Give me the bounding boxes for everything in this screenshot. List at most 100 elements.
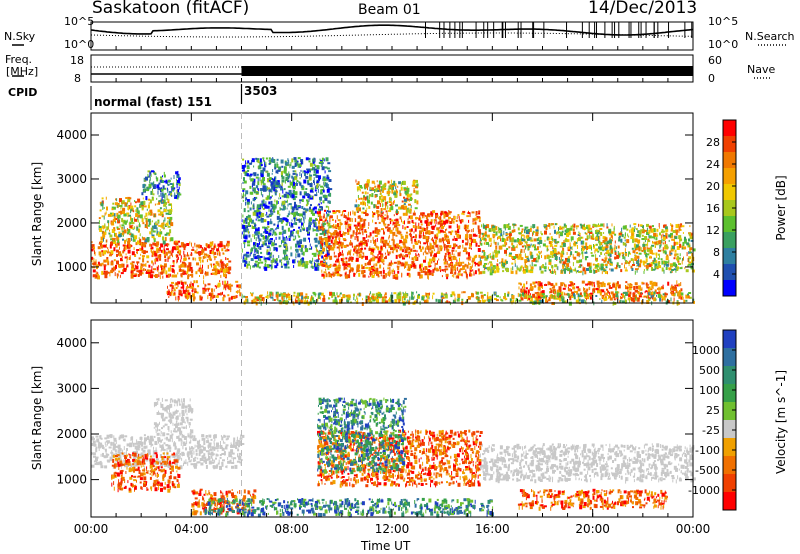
power-cell — [395, 249, 398, 253]
power-cell — [606, 288, 608, 291]
power-cell — [111, 237, 115, 240]
power-cell — [502, 234, 504, 239]
power-cell — [639, 260, 642, 263]
power-cell — [523, 283, 526, 288]
power-cell — [178, 249, 181, 254]
power-cell — [362, 230, 364, 234]
power-cell — [413, 231, 415, 234]
power-cell — [167, 243, 170, 246]
power-cell — [266, 211, 268, 215]
power-cell — [405, 192, 408, 196]
power-cell — [462, 265, 466, 269]
power-cell — [252, 181, 256, 186]
power-cell — [432, 254, 434, 259]
power-cell — [458, 274, 460, 279]
power-cell — [147, 204, 150, 209]
power-cell — [167, 181, 169, 185]
power-cell — [588, 293, 591, 295]
power-cell — [484, 238, 487, 242]
power-cell — [580, 224, 584, 229]
power-cell — [652, 268, 656, 271]
power-cell — [332, 233, 334, 236]
power-cell — [369, 270, 373, 275]
power-cell — [604, 253, 605, 256]
power-cell — [556, 231, 558, 235]
power-cell — [119, 246, 120, 250]
power-cell — [305, 188, 308, 190]
power-cell — [628, 264, 630, 267]
power-cell — [348, 223, 352, 226]
power-cell — [367, 192, 369, 195]
power-cell — [309, 183, 313, 187]
power-cell — [386, 212, 388, 217]
power-cell — [161, 266, 162, 271]
power-cell — [169, 292, 172, 297]
power-cell — [177, 189, 180, 193]
power-cell — [193, 287, 195, 291]
power-cell — [160, 243, 164, 248]
power-cell — [469, 269, 472, 272]
power-cell — [363, 220, 366, 225]
power-cell — [403, 238, 407, 243]
power-cell — [138, 214, 142, 218]
power-cell — [339, 274, 343, 277]
power-cell — [255, 242, 257, 246]
power-cell — [420, 270, 423, 273]
power-cell — [254, 249, 256, 254]
power-cell — [458, 261, 462, 266]
power-cell — [663, 264, 665, 268]
power-cell — [316, 165, 319, 168]
power-cell — [439, 220, 443, 223]
power-cell — [135, 242, 138, 246]
power-cell — [116, 212, 119, 217]
power-cell — [432, 210, 436, 214]
power-cell — [247, 210, 250, 213]
power-cell — [150, 190, 153, 195]
power-cell — [628, 235, 630, 238]
power-cell — [147, 224, 150, 227]
power-cell — [309, 162, 313, 167]
power-cell — [646, 223, 649, 227]
power-cell — [603, 242, 607, 245]
power-cell — [394, 219, 397, 222]
power-cell — [313, 206, 317, 210]
power-cell — [319, 219, 323, 221]
power-cell — [264, 228, 267, 232]
power-cell — [334, 226, 336, 229]
power-cell — [321, 255, 324, 259]
power-cell — [274, 177, 275, 182]
power-cell — [609, 253, 612, 257]
power-cell — [419, 245, 421, 249]
power-cell — [504, 249, 507, 254]
power-cell — [408, 273, 411, 278]
power-cell — [325, 157, 329, 162]
power-cell — [211, 269, 215, 272]
power-cell — [251, 160, 253, 164]
power-cell — [654, 241, 658, 245]
power-cell — [297, 157, 301, 160]
power-cell — [207, 283, 211, 286]
power-cell — [665, 263, 669, 267]
power-cell — [292, 260, 295, 263]
power-cell — [191, 249, 195, 251]
power-cell — [263, 188, 266, 192]
power-cell — [320, 202, 322, 205]
power-cell — [502, 270, 505, 273]
power-cell — [178, 193, 182, 196]
power-cell — [306, 227, 309, 232]
power-cell — [374, 235, 378, 237]
power-cell — [263, 231, 266, 234]
power-cell — [600, 234, 603, 236]
power-cell — [332, 271, 334, 275]
power-cell — [410, 237, 413, 242]
power-cell — [400, 261, 402, 264]
power-cell — [288, 238, 291, 241]
power-cell — [468, 219, 470, 223]
power-cell — [443, 258, 445, 261]
power-cell — [195, 280, 198, 284]
power-cell — [484, 257, 488, 261]
power-cell — [375, 263, 378, 267]
power-cell — [663, 295, 667, 298]
power-cell — [363, 195, 365, 198]
power-cell — [401, 219, 402, 223]
